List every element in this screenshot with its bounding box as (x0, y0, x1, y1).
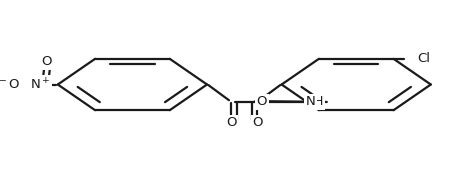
Text: $^-$O: $^-$O (0, 78, 20, 91)
Text: Cl: Cl (418, 52, 430, 65)
Text: O: O (41, 55, 52, 68)
Text: H: H (314, 95, 324, 108)
Text: O: O (252, 116, 263, 129)
Text: O: O (257, 95, 267, 108)
Text: N$^+$: N$^+$ (30, 77, 50, 92)
Text: O: O (226, 116, 236, 129)
Text: N: N (305, 95, 315, 108)
